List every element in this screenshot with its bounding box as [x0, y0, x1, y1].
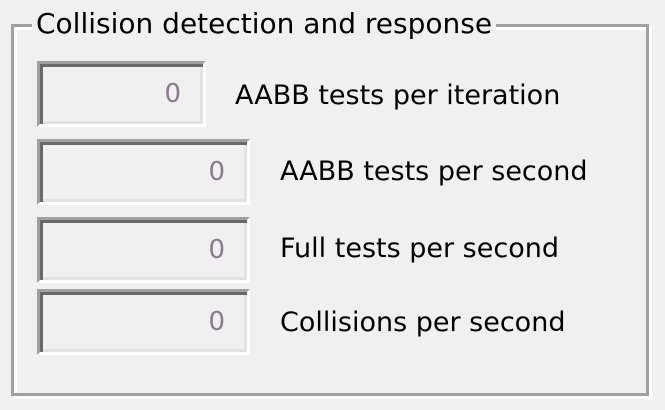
- full-tests-per-second-field[interactable]: 0: [37, 217, 250, 283]
- collisions-per-second-label: Collisions per second: [280, 307, 566, 338]
- aabb-tests-per-iteration-label: AABB tests per iteration: [235, 80, 561, 111]
- collisions-per-second-field[interactable]: 0: [37, 289, 250, 355]
- group-title: Collision detection and response: [32, 4, 497, 44]
- full-tests-per-second-label: Full tests per second: [280, 233, 559, 264]
- aabb-tests-per-second-label: AABB tests per second: [280, 156, 588, 187]
- aabb-tests-per-iteration-field[interactable]: 0: [37, 61, 206, 127]
- aabb-tests-per-second-field[interactable]: 0: [37, 139, 250, 205]
